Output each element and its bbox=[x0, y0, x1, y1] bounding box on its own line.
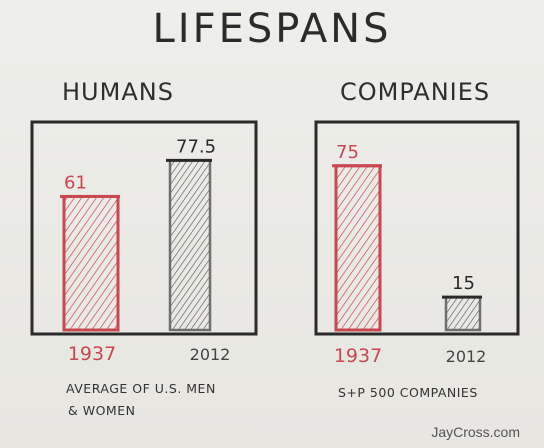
companies-caption-line1: S+P 500 COMPANIES bbox=[338, 385, 478, 400]
humans-value-label-2012: 77.5 bbox=[176, 136, 216, 157]
humans-caption: AVERAGE OF U.S. MEN & WOMEN bbox=[66, 378, 266, 422]
companies-category-label-1937: 1937 bbox=[334, 345, 382, 367]
companies-category-label-2012: 2012 bbox=[446, 347, 487, 366]
companies-caption: S+P 500 COMPANIES bbox=[338, 382, 538, 404]
companies-bar-1937 bbox=[334, 164, 382, 332]
credit-text: JayCross.com bbox=[431, 424, 520, 440]
humans-caption-line1: AVERAGE OF U.S. MEN bbox=[66, 381, 216, 396]
humans-bar-2012 bbox=[168, 159, 212, 332]
humans-chart-title: HUMANS bbox=[62, 78, 174, 106]
humans-value-label-1937: 61 bbox=[64, 172, 87, 193]
page-title: LIFESPANS bbox=[152, 6, 392, 52]
companies-bar-2012 bbox=[444, 295, 482, 332]
humans-caption-line2: & WOMEN bbox=[68, 403, 136, 418]
companies-chart-frame bbox=[314, 120, 520, 336]
companies-value-label-1937: 75 bbox=[336, 142, 359, 163]
companies-value-label-2012: 15 bbox=[452, 273, 475, 294]
humans-category-label-1937: 1937 bbox=[68, 343, 116, 365]
humans-category-label-2012: 2012 bbox=[190, 345, 231, 364]
humans-chart-frame bbox=[30, 120, 258, 336]
humans-bar-1937 bbox=[62, 194, 120, 332]
companies-chart-title: COMPANIES bbox=[340, 78, 491, 106]
